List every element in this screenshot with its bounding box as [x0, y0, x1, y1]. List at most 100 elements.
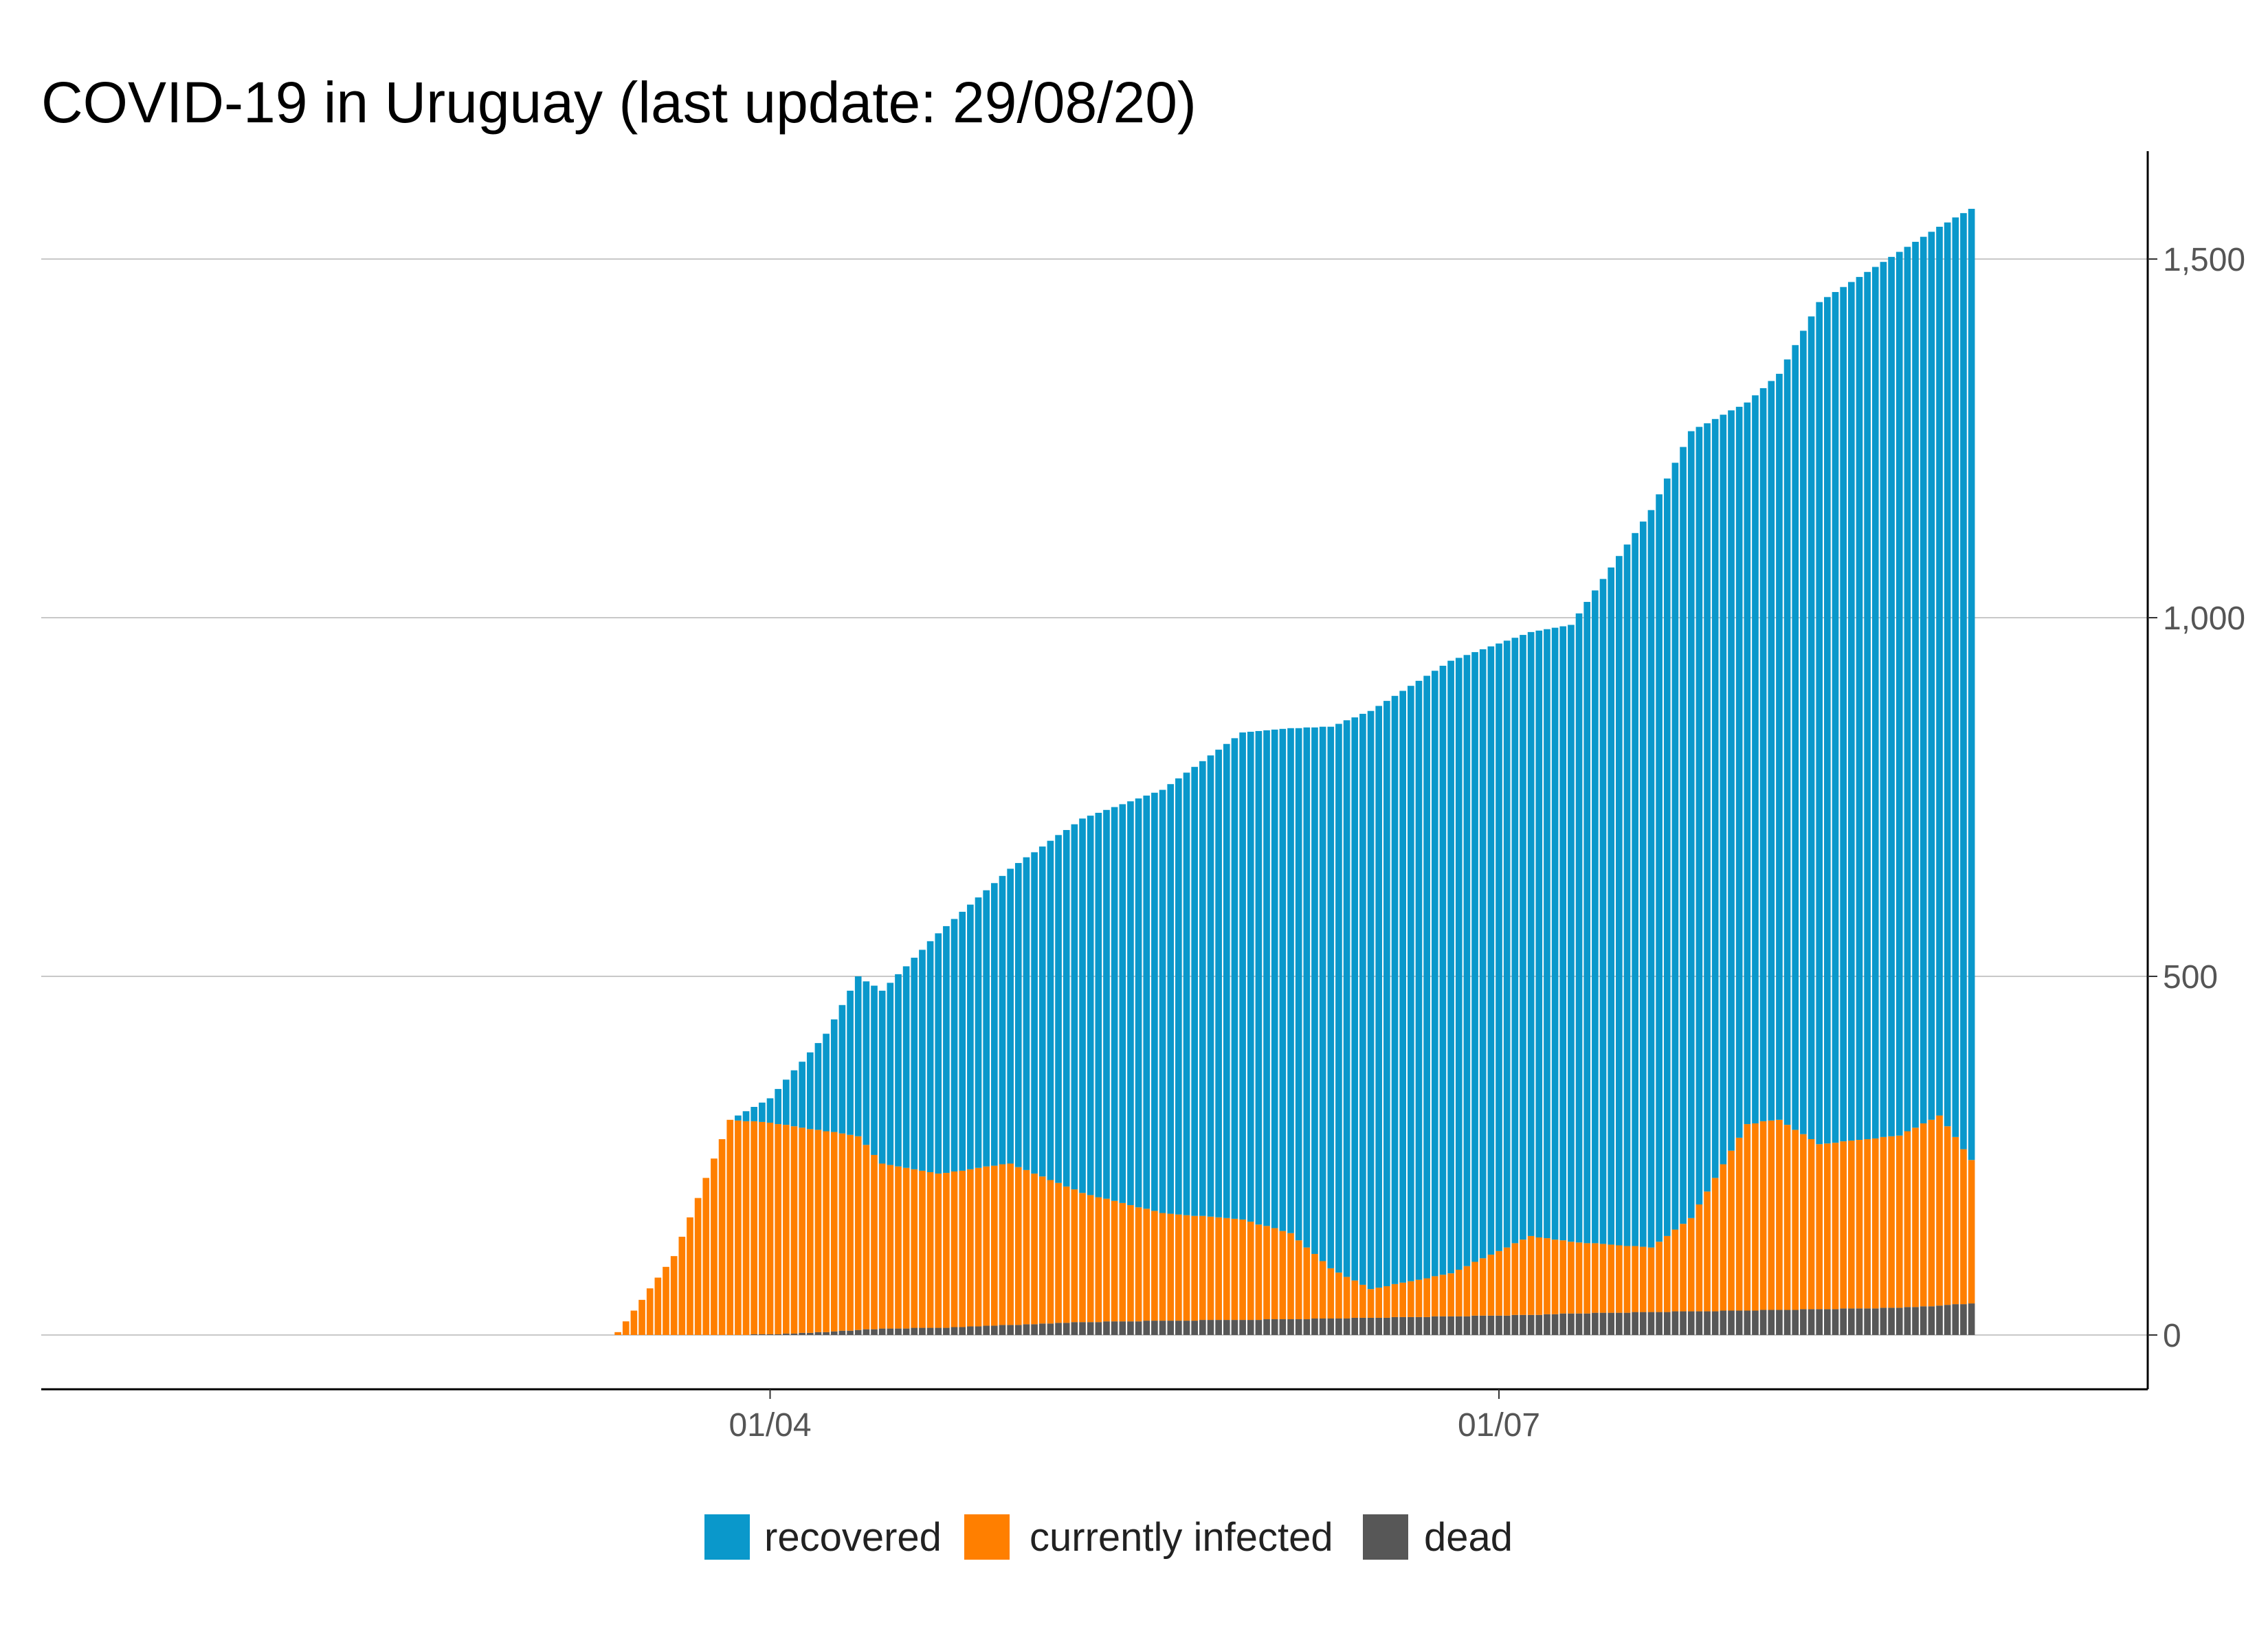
legend-swatch: [964, 1514, 1010, 1560]
bar-recovered: [1583, 602, 1591, 1244]
bar-currently-infected: [726, 1119, 734, 1335]
bar-currently-infected: [1840, 1141, 1847, 1309]
bar-dead: [1663, 1312, 1671, 1335]
bar-recovered: [1135, 798, 1142, 1208]
bar-currently-infected: [1792, 1130, 1799, 1310]
bar-recovered: [1159, 789, 1166, 1213]
bar-recovered: [1367, 710, 1375, 1290]
bar-recovered: [1895, 251, 1903, 1136]
bar-dead: [1687, 1311, 1695, 1335]
bar-dead: [1367, 1317, 1375, 1335]
bar-recovered: [735, 1115, 742, 1121]
bar-currently-infected: [1071, 1189, 1078, 1323]
bar-recovered: [766, 1098, 774, 1123]
bar-currently-infected: [614, 1332, 621, 1335]
bar-dead: [1800, 1309, 1807, 1335]
bar-recovered: [1095, 812, 1102, 1198]
bar-recovered: [1568, 625, 1575, 1242]
bar-currently-infected: [1319, 1261, 1326, 1319]
bar-currently-infected: [1632, 1246, 1638, 1312]
bar-currently-infected: [1888, 1136, 1895, 1308]
bar-currently-infected: [799, 1128, 805, 1333]
bar-recovered: [1711, 418, 1719, 1178]
bar-dead: [1103, 1321, 1110, 1335]
bar-currently-infected: [622, 1321, 630, 1335]
bar-recovered: [1671, 462, 1679, 1230]
bar-dead: [1487, 1315, 1495, 1335]
bar-recovered: [1103, 809, 1110, 1199]
bar-dead: [1680, 1311, 1687, 1335]
bar-recovered: [759, 1102, 766, 1122]
bar-recovered: [1271, 729, 1278, 1229]
bar-dead: [1038, 1323, 1046, 1335]
bar-recovered: [1447, 660, 1454, 1274]
bar-recovered: [1744, 402, 1751, 1125]
bar-recovered: [1047, 840, 1054, 1180]
bar-dead: [1175, 1321, 1182, 1335]
bar-dead: [1559, 1313, 1567, 1335]
bar-dead: [1832, 1309, 1839, 1335]
bar-currently-infected: [895, 1166, 902, 1329]
bar-currently-infected: [1735, 1137, 1743, 1311]
y-tick-label: 500: [2163, 959, 2218, 996]
bar-recovered: [1351, 717, 1359, 1281]
bar-recovered: [1912, 241, 1919, 1128]
bar-currently-infected: [1038, 1176, 1046, 1324]
x-tick-label: 01/07: [1458, 1407, 1540, 1444]
bar-recovered: [1319, 726, 1326, 1261]
bar-recovered: [1279, 728, 1287, 1231]
bar-dead: [751, 1334, 758, 1335]
bar-currently-infected: [1496, 1250, 1502, 1316]
bar-dead: [1159, 1321, 1166, 1335]
bar-recovered: [1263, 730, 1270, 1226]
bar-recovered: [1496, 643, 1502, 1251]
bar-recovered: [1527, 631, 1535, 1236]
bar-dead: [1279, 1319, 1287, 1335]
bar-recovered: [1455, 658, 1463, 1270]
bar-currently-infected: [1583, 1243, 1591, 1314]
bar-dead: [1271, 1319, 1278, 1335]
bar-recovered: [1840, 287, 1847, 1142]
bar-recovered: [790, 1070, 798, 1127]
bar-currently-infected: [1255, 1224, 1263, 1321]
bar-dead: [1720, 1310, 1727, 1335]
bar-recovered: [1399, 691, 1406, 1283]
bar-dead: [790, 1333, 798, 1335]
legend-label: currently infected: [1030, 1515, 1333, 1560]
bar-currently-infected: [775, 1124, 781, 1334]
bar-recovered: [814, 1043, 822, 1130]
bar-dead: [967, 1326, 974, 1335]
bar-dead: [1647, 1312, 1655, 1335]
bar-currently-infected: [1279, 1231, 1287, 1320]
bar-currently-infected: [1463, 1266, 1471, 1316]
bar-dead: [1287, 1319, 1294, 1335]
bar-dead: [1327, 1318, 1335, 1335]
bar-currently-infected: [735, 1120, 742, 1335]
bar-recovered: [967, 904, 974, 1169]
bar-recovered: [878, 990, 886, 1164]
bar-currently-infected: [1687, 1218, 1695, 1312]
bar-dead: [1575, 1313, 1583, 1335]
bar-recovered: [1383, 701, 1390, 1286]
bar-dead: [1351, 1317, 1359, 1335]
bar-dead: [1223, 1320, 1230, 1335]
bar-recovered: [1520, 635, 1526, 1240]
bar-currently-infected: [1592, 1243, 1599, 1313]
bar-currently-infected: [1351, 1280, 1359, 1318]
bar-currently-infected: [638, 1299, 645, 1335]
bar-currently-infected: [1183, 1215, 1190, 1321]
bar-dead: [1960, 1304, 1967, 1335]
bar-dead: [775, 1334, 781, 1335]
legend-label: dead: [1424, 1515, 1513, 1560]
bar-dead: [1671, 1311, 1679, 1335]
bar-recovered: [1063, 830, 1070, 1187]
bar-recovered: [983, 890, 990, 1167]
bar-recovered: [1968, 208, 1975, 1160]
bar-currently-infected: [871, 1154, 878, 1330]
bar-recovered: [1639, 521, 1647, 1247]
bar-dead: [1143, 1321, 1150, 1335]
bar-currently-infected: [1551, 1239, 1559, 1314]
gridlines: [41, 258, 2148, 1336]
bar-currently-infected: [1608, 1244, 1615, 1313]
bar-dead: [759, 1334, 766, 1335]
